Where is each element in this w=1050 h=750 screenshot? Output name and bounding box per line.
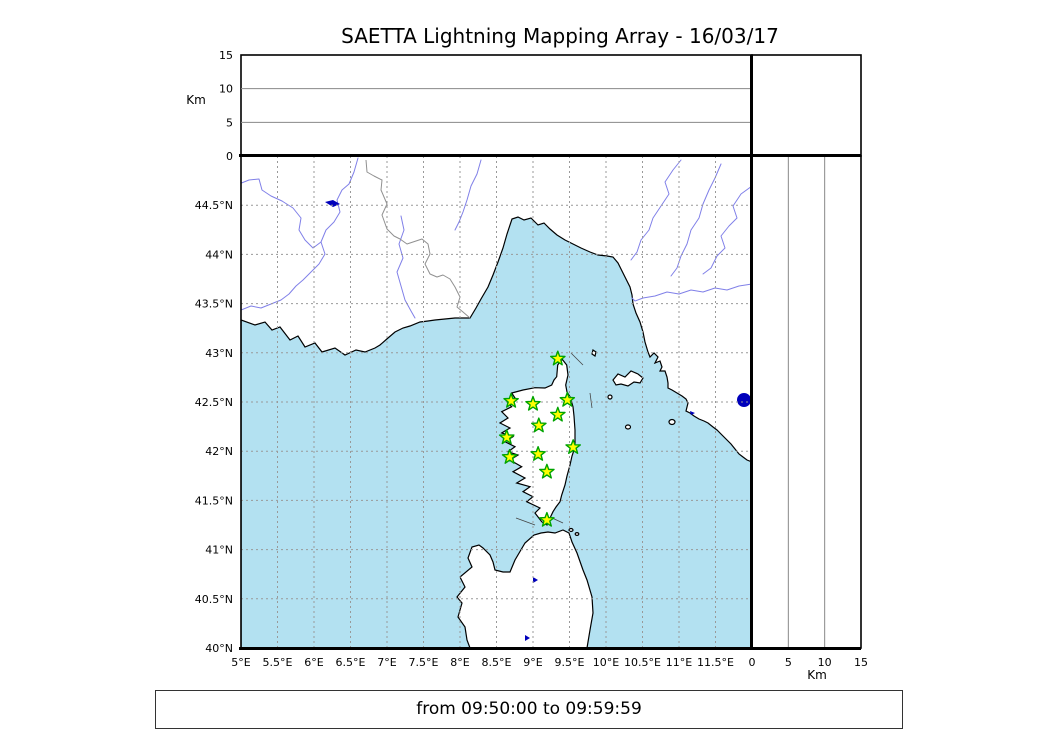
island-giglio xyxy=(668,418,676,426)
river xyxy=(454,159,482,231)
lat-tick-label: 44°N xyxy=(205,248,233,261)
lake-coghinas xyxy=(533,577,538,583)
island-maddalena xyxy=(574,532,580,537)
lon-tick-label: 6.5°E xyxy=(336,656,366,669)
island-elba xyxy=(612,370,644,387)
lma-station-marker xyxy=(530,446,546,461)
time-range-text: from 09:50:00 to 09:59:59 xyxy=(416,699,642,719)
lake-bolsena xyxy=(737,393,751,407)
lon-tick-label: 5°E xyxy=(231,656,250,669)
lma-station-marker xyxy=(531,417,547,433)
lon-tick-label: 9.5°E xyxy=(555,656,585,669)
altitude-right-panel-frame xyxy=(751,155,862,649)
lon-tick-label: 5.5°E xyxy=(263,656,293,669)
altitude-right-panel-gridlines xyxy=(787,156,826,648)
lat-tick-label: 41.5°N xyxy=(195,494,233,507)
lat-tick-label: 42.5°N xyxy=(195,396,233,409)
lat-tick-label: 43.5°N xyxy=(195,298,233,311)
altitude-panel-gridlines xyxy=(241,88,752,123)
altitude-tick-label: 10 xyxy=(818,656,832,669)
lat-tick-label: 41°N xyxy=(205,544,233,557)
lma-station-marker xyxy=(539,511,555,527)
lon-tick-label: 10°E xyxy=(593,656,619,669)
lat-tick-label: 43°N xyxy=(205,347,233,360)
lma-station-marker xyxy=(550,406,566,422)
lagoon-orbetello xyxy=(690,411,695,415)
lma-station-marker xyxy=(559,391,576,407)
lon-tick-label: 7.5°E xyxy=(409,656,439,669)
altitude-longitude-panel xyxy=(240,54,753,157)
lon-tick-label: 7°E xyxy=(377,656,396,669)
river xyxy=(396,215,416,319)
lat-tick-label: 40.5°N xyxy=(195,593,233,606)
lake-sardinia xyxy=(525,635,530,641)
lma-stations xyxy=(498,350,581,527)
lma-station-marker xyxy=(498,429,515,445)
top-km-axis-label: Km xyxy=(186,93,206,107)
river xyxy=(241,178,283,202)
time-range-box: from 09:50:00 to 09:59:59 xyxy=(155,690,903,729)
map-panel xyxy=(240,155,753,649)
graticule-gridlines xyxy=(241,156,752,648)
lakes xyxy=(325,200,751,641)
lat-tick-label: 44.5°N xyxy=(195,199,233,212)
river xyxy=(631,283,752,302)
lon-tick-label: 9°E xyxy=(523,656,542,669)
country-border-france-italy xyxy=(365,159,471,319)
altitude-latitude-panel xyxy=(751,155,862,649)
lma-station-marker xyxy=(565,439,581,454)
corner-panel xyxy=(751,54,862,157)
altitude-tick-label: 15 xyxy=(219,49,233,62)
lat-tick-label: 40°N xyxy=(205,642,233,655)
altitude-tick-label: 0 xyxy=(226,150,233,163)
lon-tick-label: 10.5°E xyxy=(624,656,661,669)
altitude-tick-label: 5 xyxy=(226,116,233,129)
lat-tick-label: 42°N xyxy=(205,445,233,458)
altitude-tick-label: 10 xyxy=(219,83,233,96)
lon-tick-label: 6°E xyxy=(304,656,323,669)
lon-tick-label: 8.5°E xyxy=(482,656,512,669)
island-montecristo xyxy=(607,394,613,400)
altitude-tick-label: 0 xyxy=(749,656,756,669)
boundary-line xyxy=(589,392,593,409)
altitude-tick-label: 5 xyxy=(785,656,792,669)
lon-tick-label: 11°E xyxy=(666,656,692,669)
island-sardinia xyxy=(456,529,594,648)
figure-title: SAETTA Lightning Mapping Array - 16/03/1… xyxy=(341,24,779,48)
map-content xyxy=(241,156,752,648)
lon-tick-label: 11.5°E xyxy=(697,656,734,669)
altitude-tick-label: 15 xyxy=(854,656,868,669)
island-lavezzi xyxy=(568,527,574,533)
lma-station-marker xyxy=(525,395,541,411)
boundary-line xyxy=(570,352,584,366)
lma-station-marker xyxy=(550,350,566,366)
island-pianosa xyxy=(624,424,632,430)
lma-station-marker xyxy=(503,392,519,408)
river xyxy=(630,159,682,261)
lon-tick-label: 8°E xyxy=(450,656,469,669)
river xyxy=(702,185,752,275)
lma-station-marker xyxy=(539,463,555,479)
lma-station-marker xyxy=(501,448,518,464)
river xyxy=(281,200,322,249)
altitude-panel-frame xyxy=(240,54,753,157)
axis-tick-labels: 44.5°N 44°N 43.5°N 43°N 42.5°N 42°N 41.5°N 41°N… xyxy=(195,49,868,669)
right-km-axis-label: Km xyxy=(807,668,827,682)
boundary-line xyxy=(515,517,536,526)
